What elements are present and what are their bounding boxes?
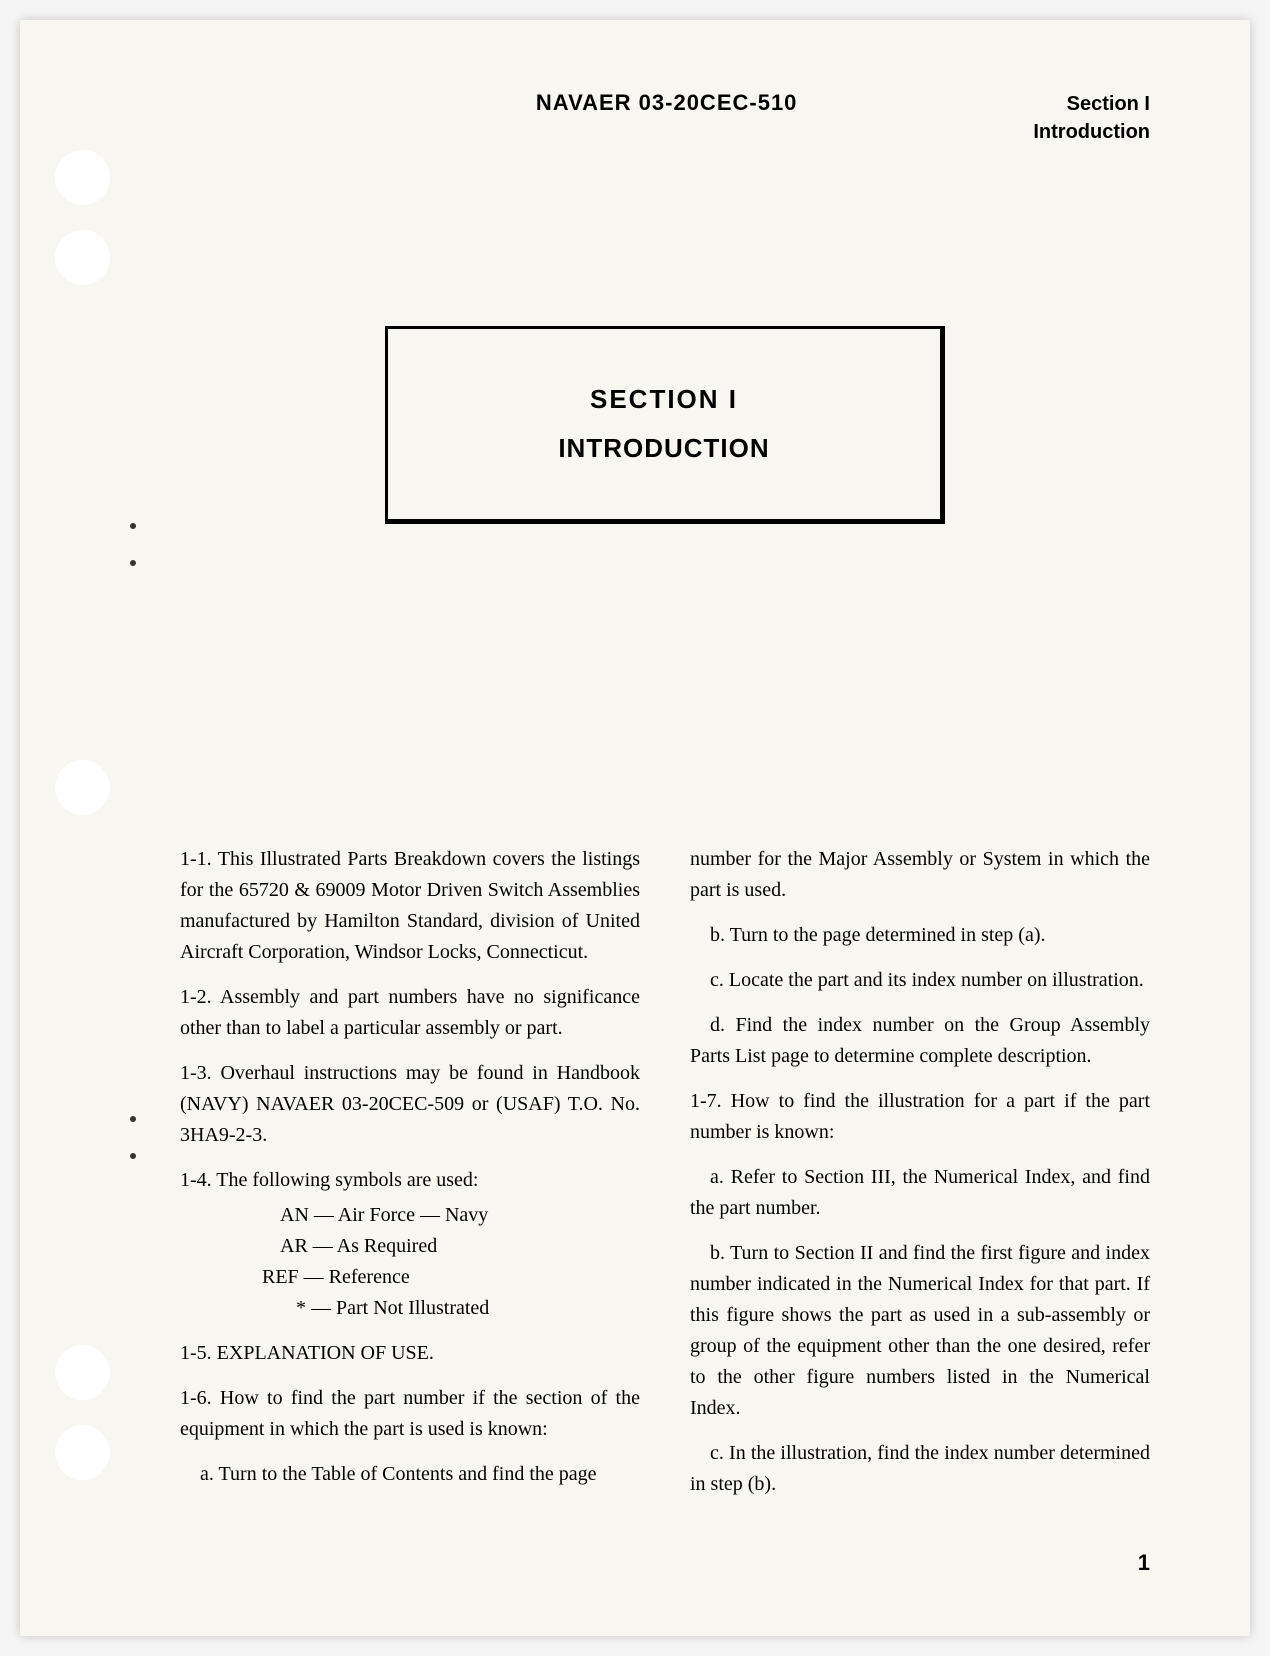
margin-dot	[130, 523, 136, 529]
right-column: number for the Major Assembly or System …	[690, 844, 1150, 1514]
margin-dot	[130, 560, 136, 566]
paragraph-b: b. Turn to the page determined in step (…	[690, 920, 1150, 951]
paragraph-1-7: 1-7. How to find the illustration for a …	[690, 1086, 1150, 1148]
margin-dot	[130, 1116, 136, 1122]
paragraph-1-7-c: c. In the illustration, find the index n…	[690, 1438, 1150, 1500]
symbol-ar: AR — As Required	[280, 1231, 640, 1262]
paragraph-1-2: 1-2. Assembly and part numbers have no s…	[180, 982, 640, 1044]
paragraph-continuation: number for the Major Assembly or System …	[690, 844, 1150, 906]
left-column: 1-1. This Illustrated Parts Breakdown co…	[180, 844, 640, 1514]
punch-hole	[55, 150, 110, 205]
punch-hole	[55, 1345, 110, 1400]
paragraph-1-3: 1-3. Overhaul instructions may be found …	[180, 1058, 640, 1151]
margin-dot	[130, 1153, 136, 1159]
paragraph-1-7-b: b. Turn to Section II and find the first…	[690, 1238, 1150, 1424]
document-page: NAVAER 03-20CEC-510 Section I Introducti…	[20, 20, 1250, 1636]
title-box-section: SECTION I	[408, 384, 920, 415]
symbol-an: AN — Air Force — Navy	[280, 1200, 640, 1231]
content-area: 1-1. This Illustrated Parts Breakdown co…	[180, 844, 1150, 1514]
paragraph-1-5: 1-5. EXPLANATION OF USE.	[180, 1338, 640, 1369]
symbol-ref: REF — Reference	[262, 1262, 640, 1293]
section-title-box: SECTION I INTRODUCTION	[385, 326, 945, 524]
page-number: 1	[1138, 1550, 1150, 1576]
title-box-title: INTRODUCTION	[408, 433, 920, 464]
paragraph-1-4: 1-4. The following symbols are used:	[180, 1165, 640, 1196]
punch-hole	[55, 1425, 110, 1480]
punch-hole	[55, 760, 110, 815]
paragraph-1-1: 1-1. This Illustrated Parts Breakdown co…	[180, 844, 640, 968]
paragraph-1-6: 1-6. How to find the part number if the …	[180, 1383, 640, 1445]
section-name: Introduction	[1033, 118, 1150, 146]
section-label: Section I	[1033, 90, 1150, 118]
header-section-info: Section I Introduction	[1033, 90, 1150, 146]
punch-hole	[55, 230, 110, 285]
paragraph-d: d. Find the index number on the Group As…	[690, 1010, 1150, 1072]
document-number: NAVAER 03-20CEC-510	[180, 90, 1033, 116]
page-header: NAVAER 03-20CEC-510 Section I Introducti…	[180, 90, 1150, 146]
paragraph-c: c. Locate the part and its index number …	[690, 965, 1150, 996]
paragraph-1-6-a: a. Turn to the Table of Contents and fin…	[180, 1459, 640, 1490]
paragraph-1-7-a: a. Refer to Section III, the Numerical I…	[690, 1162, 1150, 1224]
symbol-star: * — Part Not Illustrated	[296, 1293, 640, 1324]
symbol-list: AN — Air Force — Navy AR — As Required R…	[280, 1200, 640, 1324]
